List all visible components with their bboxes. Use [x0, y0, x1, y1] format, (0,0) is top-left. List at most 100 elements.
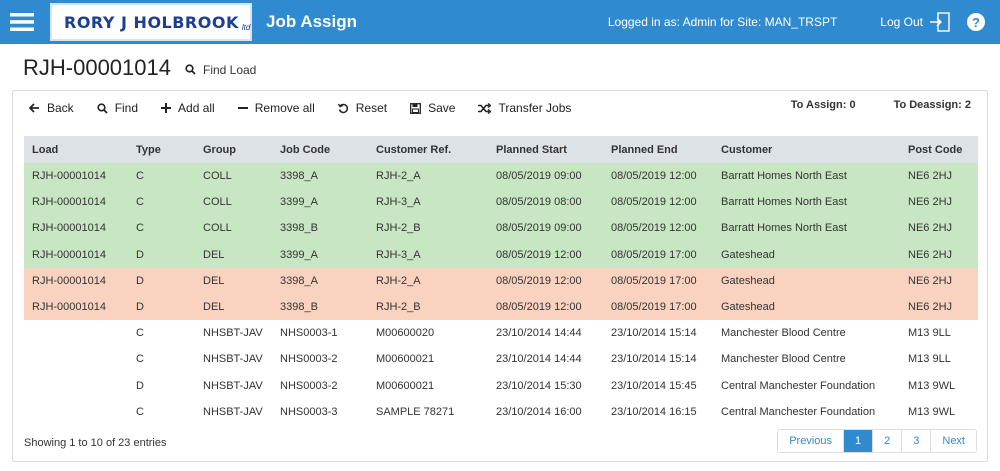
- minus-icon: [237, 107, 248, 109]
- cell-type: C: [128, 398, 195, 425]
- cell-job-code: 3398_B: [272, 293, 368, 321]
- top-bar: RORY J HOLBROOK ltd Job Assign Logged in…: [0, 0, 1000, 44]
- cell-customer-ref: RJH-2_A: [368, 267, 488, 294]
- table-row[interactable]: RJH-00001014 D DEL 3398_B RJH-2_B 08/05/2019 …: [24, 293, 978, 321]
- table-row[interactable]: C NHSBT-JAV NHS0003-2 M00600021 23/10/2014 1…: [24, 346, 978, 373]
- cell-customer-ref: RJH-3_A: [368, 189, 488, 216]
- save-button[interactable]: Save: [410, 101, 455, 115]
- jobs-table: Load Type Group Job Code Customer Ref. Planne…: [24, 136, 978, 425]
- cell-customer: Gateshead: [713, 293, 900, 321]
- logout-label: Log Out: [880, 15, 923, 29]
- company-logo: RORY J HOLBROOK ltd: [50, 3, 252, 41]
- find-button[interactable]: Find: [97, 101, 138, 115]
- cell-post-code: NE6 2HJ: [900, 189, 978, 216]
- column-header-job-code[interactable]: Job Code: [272, 136, 368, 163]
- table-row[interactable]: C NHSBT-JAV NHS0003-1 M00600020 23/10/2014 1…: [24, 320, 978, 347]
- cell-customer: Manchester Blood Centre: [713, 346, 900, 373]
- cell-job-code: 3399_A: [272, 189, 368, 216]
- table-row[interactable]: C NHSBT-JAV NHS0003-3 SAMPLE 78271 23/10/201…: [24, 398, 978, 425]
- cell-customer: Gateshead: [713, 267, 900, 294]
- table-row[interactable]: D NHSBT-JAV NHS0003-2 M00600021 23/10/2014 1…: [24, 372, 978, 399]
- cell-group: COLL: [195, 215, 272, 242]
- column-header-planned-end[interactable]: Planned End: [603, 136, 713, 163]
- floppy-disk-icon: [410, 102, 422, 114]
- cell-type: C: [128, 189, 195, 216]
- cell-customer-ref: SAMPLE 78271: [368, 398, 488, 425]
- help-icon[interactable]: ?: [967, 13, 985, 31]
- login-info: Logged in as: Admin for Site: MAN_TRSPT: [607, 15, 838, 29]
- add-all-label: Add all: [178, 101, 215, 115]
- pager-previous[interactable]: Previous: [778, 430, 844, 452]
- transfer-jobs-label: Transfer Jobs: [498, 101, 572, 115]
- back-button[interactable]: Back: [29, 101, 74, 115]
- cell-planned-start: 08/05/2019 12:00: [488, 293, 603, 321]
- cell-planned-start: 08/05/2019 08:00: [488, 189, 603, 216]
- column-header-load[interactable]: Load: [24, 136, 128, 163]
- table-row[interactable]: RJH-00001014 D DEL 3398_A RJH-2_A 08/05/2019 …: [24, 267, 978, 294]
- cell-load: [24, 346, 128, 373]
- page-title: RJH-00001014: [23, 55, 171, 80]
- cell-customer: Barratt Homes North East: [713, 163, 900, 190]
- pager-next[interactable]: Next: [931, 430, 976, 452]
- cell-planned-start: 23/10/2014 15:30: [488, 372, 603, 399]
- cell-group: NHSBT-JAV: [195, 320, 272, 347]
- table-row[interactable]: RJH-00001014 D DEL 3399_A RJH-3_A 08/05/2019 …: [24, 241, 978, 268]
- to-deassign-count: To Deassign: 2: [893, 99, 971, 111]
- table-row[interactable]: RJH-00001014 C COLL 3398_A RJH-2_A 08/05/2019…: [24, 163, 978, 190]
- cell-load: RJH-00001014: [24, 293, 128, 321]
- cell-customer: Gateshead: [713, 241, 900, 268]
- logout-button[interactable]: Log Out: [880, 12, 951, 32]
- cell-planned-end: 08/05/2019 17:00: [603, 241, 713, 268]
- cell-planned-end: 08/05/2019 17:00: [603, 293, 713, 321]
- pager-page-2[interactable]: 2: [873, 430, 903, 452]
- add-all-button[interactable]: Add all: [161, 101, 215, 115]
- cell-type: C: [128, 346, 195, 373]
- cell-customer-ref: RJH-3_A: [368, 241, 488, 268]
- cell-type: C: [128, 215, 195, 242]
- reset-button[interactable]: Reset: [337, 101, 387, 115]
- cell-customer: Barratt Homes North East: [713, 189, 900, 216]
- cell-planned-start: 23/10/2014 14:44: [488, 346, 603, 373]
- pager-page-1[interactable]: 1: [844, 430, 874, 452]
- cell-customer: Barratt Homes North East: [713, 215, 900, 242]
- topbar-right: Logged in as: Admin for Site: MAN_TRSPT …: [608, 12, 1000, 32]
- cell-planned-end: 23/10/2014 15:14: [603, 320, 713, 347]
- remove-all-button[interactable]: Remove all: [237, 101, 315, 115]
- cell-planned-end: 23/10/2014 15:14: [603, 346, 713, 373]
- app-title: Job Assign: [266, 12, 357, 31]
- column-header-group[interactable]: Group: [195, 136, 272, 163]
- column-header-customer-ref[interactable]: Customer Ref.: [368, 136, 488, 163]
- cell-type: C: [128, 320, 195, 347]
- cell-group: DEL: [195, 293, 272, 321]
- pager-page-3[interactable]: 3: [902, 430, 932, 452]
- column-header-post-code[interactable]: Post Code: [900, 136, 978, 163]
- table-header-row: Load Type Group Job Code Customer Ref. Planne…: [24, 136, 978, 163]
- column-header-type[interactable]: Type: [128, 136, 195, 163]
- to-assign-count: To Assign: 0: [790, 99, 856, 111]
- table-row[interactable]: RJH-00001014 C COLL 3398_B RJH-2_B 08/05/2019…: [24, 215, 978, 242]
- find-load-button[interactable]: Find Load: [185, 63, 256, 77]
- entries-info: Showing 1 to 10 of 23 entries: [24, 437, 167, 449]
- cell-job-code: 3399_A: [272, 241, 368, 268]
- menu-icon[interactable]: [0, 0, 44, 44]
- cell-group: COLL: [195, 163, 272, 190]
- cell-post-code: M13 9LL: [900, 346, 978, 373]
- save-label: Save: [428, 101, 456, 115]
- column-header-customer[interactable]: Customer: [713, 136, 900, 163]
- transfer-jobs-button[interactable]: Transfer Jobs: [478, 101, 571, 115]
- toolbar: Back Find Add all Remove all Reset Save …: [29, 101, 594, 115]
- cell-job-code: NHS0003-2: [272, 346, 368, 373]
- table-row[interactable]: RJH-00001014 C COLL 3399_A RJH-3_A 08/05/2019…: [24, 189, 978, 216]
- cell-planned-end: 08/05/2019 17:00: [603, 267, 713, 294]
- cell-planned-end: 08/05/2019 12:00: [603, 189, 713, 216]
- cell-job-code: NHS0003-3: [272, 398, 368, 425]
- column-header-planned-start[interactable]: Planned Start: [488, 136, 603, 163]
- page-heading: RJH-00001014 Find Load: [23, 55, 256, 81]
- brand-name: RORY J HOLBROOK: [64, 12, 239, 32]
- cell-planned-end: 08/05/2019 12:00: [603, 215, 713, 242]
- cell-load: RJH-00001014: [24, 267, 128, 294]
- cell-load: RJH-00001014: [24, 163, 128, 190]
- cell-job-code: NHS0003-1: [272, 320, 368, 347]
- cell-customer-ref: M00600020: [368, 320, 488, 347]
- cell-job-code: 3398_A: [272, 163, 368, 190]
